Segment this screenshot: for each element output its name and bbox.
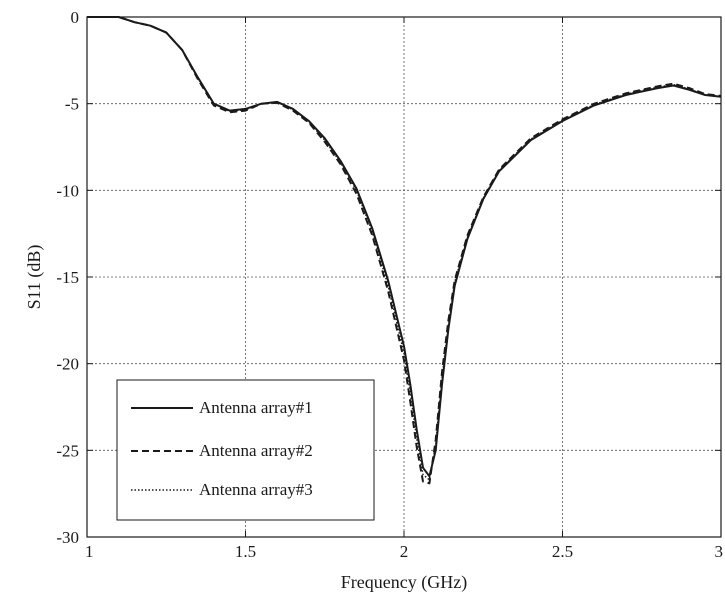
y-tick-label-5: -25: [56, 441, 79, 460]
tick-labels: 1 1.5 2 2.5 3 0 -5 -10 -15 -20 -25 -30: [56, 8, 723, 561]
y-tick-label-1: -5: [65, 95, 79, 114]
ticks: [86, 16, 722, 538]
y-tick-label-3: -15: [56, 268, 79, 287]
y-axis-label: S11 (dB): [24, 245, 45, 310]
series-lines: [87, 16, 722, 485]
legend-label-1: Antenna array#1: [199, 398, 313, 417]
x-tick-label-0: 1: [85, 542, 94, 561]
legend-label-2: Antenna array#2: [199, 441, 313, 460]
legend: Antenna array#1 Antenna array#2 Antenna …: [116, 379, 375, 521]
series-line-2: [87, 16, 722, 485]
x-tick-label-3: 2.5: [552, 542, 573, 561]
x-axis-label: Frequency (GHz): [341, 572, 467, 593]
y-tick-label-0: 0: [71, 8, 80, 27]
legend-label-3: Antenna array#3: [199, 480, 313, 499]
x-tick-label-1: 1.5: [235, 542, 256, 561]
x-tick-label-4: 3: [715, 542, 724, 561]
y-tick-label-6: -30: [56, 528, 79, 547]
y-tick-label-4: -20: [56, 355, 79, 374]
x-tick-label-2: 2: [400, 542, 409, 561]
y-tick-label-2: -10: [56, 181, 79, 200]
series-line-3: [87, 16, 722, 481]
